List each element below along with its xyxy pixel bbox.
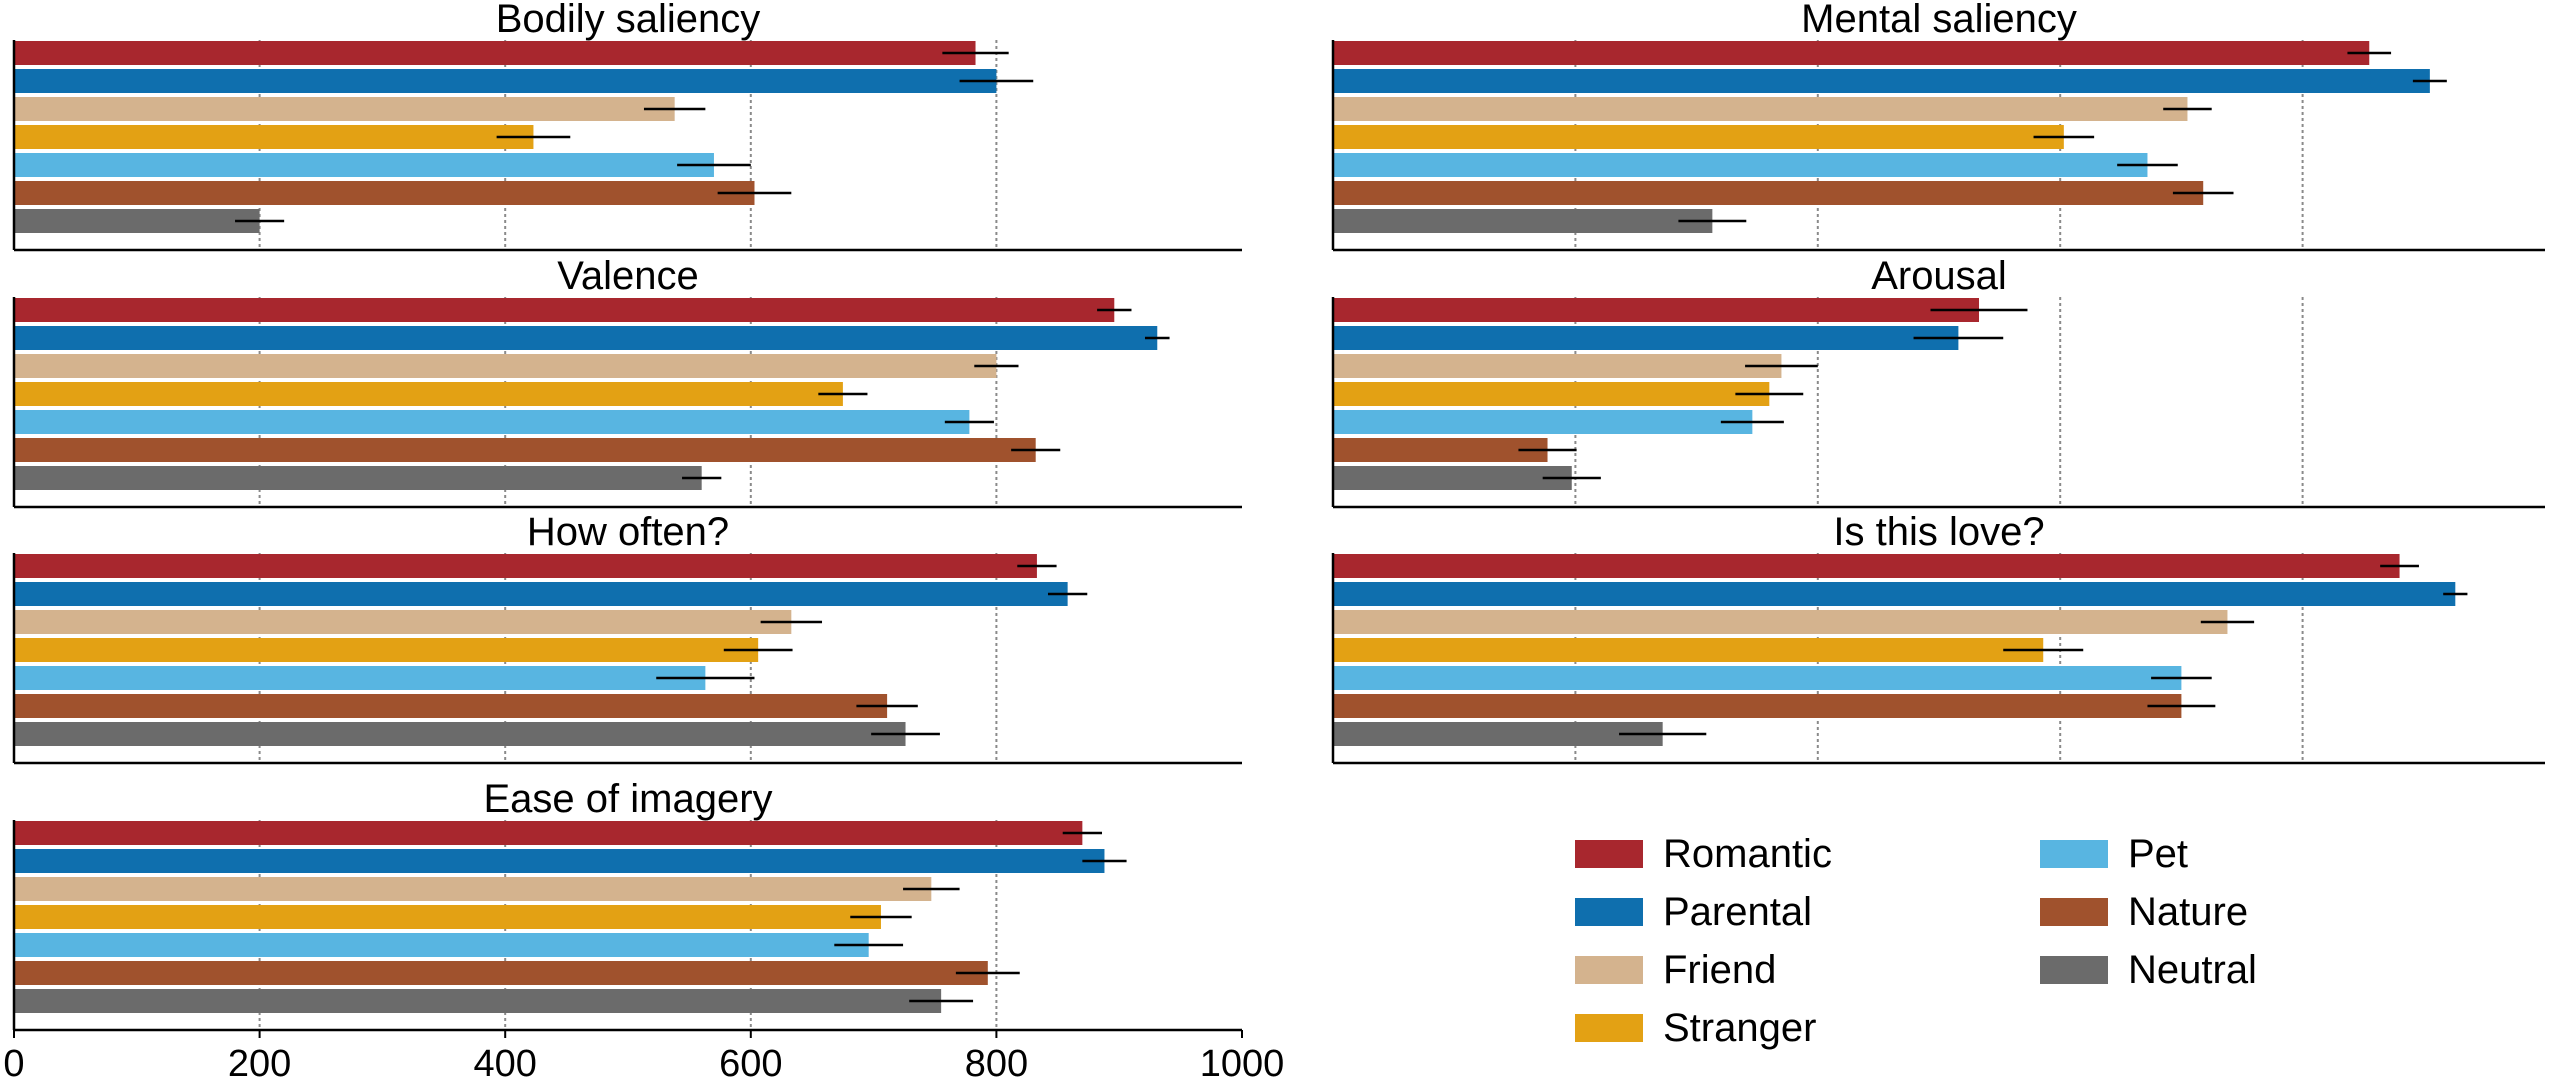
legend: Romantic Parental Friend Stranger Pet Na… (1575, 822, 2375, 1062)
bar-bodily-saliency-neutral (14, 209, 260, 233)
bar-arousal-stranger (1333, 382, 1770, 406)
bar-is-this-love-parental (1333, 582, 2456, 606)
legend-item-friend: Friend (1575, 946, 1776, 994)
legend-swatch-parental (1575, 898, 1643, 926)
panel-title-is-this-love: Is this love? (1833, 510, 2044, 554)
x-tick-label-0: 0 (3, 1043, 24, 1082)
bar-arousal-pet (1333, 410, 1753, 434)
bar-ease-of-imagery-friend (14, 877, 932, 901)
panel-bodily-saliency: Bodily saliency (12, 0, 1242, 252)
bar-ease-of-imagery-parental (14, 849, 1105, 873)
x-tick-label-1000: 1000 (1200, 1043, 1285, 1082)
legend-label-stranger: Stranger (1663, 1005, 1817, 1050)
x-tick-label-800: 800 (965, 1043, 1028, 1082)
panel-mental-saliency: Mental saliency (1331, 0, 2545, 252)
bar-ease-of-imagery-pet (14, 933, 869, 957)
bar-mental-saliency-friend (1333, 97, 2188, 121)
bar-valence-neutral (14, 466, 702, 490)
panel-title-how-often: How often? (527, 510, 729, 554)
bar-mental-saliency-nature (1333, 181, 2204, 205)
legend-item-neutral: Neutral (2040, 946, 2257, 994)
bar-is-this-love-neutral (1333, 722, 1663, 746)
bar-valence-romantic (14, 298, 1115, 322)
bar-how-often-romantic (14, 554, 1037, 578)
bar-arousal-romantic (1333, 298, 1979, 322)
bar-is-this-love-pet (1333, 666, 2182, 690)
x-tick-label-400: 400 (473, 1043, 536, 1082)
legend-item-nature: Nature (2040, 888, 2248, 936)
x-tick-label-600: 600 (719, 1043, 782, 1082)
bar-is-this-love-friend (1333, 610, 2228, 634)
bar-valence-stranger (14, 382, 843, 406)
legend-item-romantic: Romantic (1575, 830, 1832, 878)
bar-mental-saliency-romantic (1333, 41, 2370, 65)
panel-is-this-love: Is this love? (1331, 510, 2545, 765)
bar-how-often-nature (14, 694, 888, 718)
bar-how-often-parental (14, 582, 1068, 606)
bar-mental-saliency-parental (1333, 69, 2430, 93)
bar-ease-of-imagery-nature (14, 961, 988, 985)
panel-ease-of-imagery: Ease of imagery 0 200 400 600 800 1000 (3, 777, 1284, 1082)
legend-label-romantic: Romantic (1663, 831, 1832, 876)
bar-arousal-neutral (1333, 466, 1572, 490)
bar-arousal-parental (1333, 326, 1959, 350)
legend-swatch-pet (2040, 840, 2108, 868)
panel-how-often: How often? (12, 510, 1242, 765)
bar-how-often-stranger (14, 638, 759, 662)
panel-arousal: Arousal (1331, 254, 2545, 509)
legend-swatch-neutral (2040, 956, 2108, 984)
legend-item-parental: Parental (1575, 888, 1812, 936)
legend-swatch-friend (1575, 956, 1643, 984)
bar-is-this-love-stranger (1333, 638, 2044, 662)
bar-mental-saliency-neutral (1333, 209, 1713, 233)
bar-how-often-pet (14, 666, 706, 690)
panel-title-ease-of-imagery: Ease of imagery (483, 777, 772, 821)
panel-title-valence: Valence (557, 254, 699, 298)
legend-label-friend: Friend (1663, 947, 1777, 992)
legend-swatch-stranger (1575, 1014, 1643, 1042)
panel-title-arousal: Arousal (1871, 254, 2007, 298)
panel-valence: Valence (12, 254, 1242, 509)
bar-bodily-saliency-nature (14, 181, 755, 205)
bar-valence-parental (14, 326, 1158, 350)
bar-bodily-saliency-stranger (14, 125, 534, 149)
legend-swatch-romantic (1575, 840, 1643, 868)
bar-how-often-friend (14, 610, 792, 634)
x-tick-label-200: 200 (228, 1043, 291, 1082)
bar-bodily-saliency-parental (14, 69, 997, 93)
bar-bodily-saliency-romantic (14, 41, 976, 65)
bar-mental-saliency-pet (1333, 153, 2148, 177)
bar-how-often-neutral (14, 722, 906, 746)
bar-mental-saliency-stranger (1333, 125, 2064, 149)
bar-bodily-saliency-friend (14, 97, 675, 121)
bar-valence-pet (14, 410, 970, 434)
legend-item-pet: Pet (2040, 830, 2188, 878)
bar-ease-of-imagery-neutral (14, 989, 942, 1013)
legend-item-stranger: Stranger (1575, 1004, 1816, 1052)
legend-swatch-nature (2040, 898, 2108, 926)
panel-title-mental-saliency: Mental saliency (1801, 0, 2077, 41)
bar-arousal-friend (1333, 354, 1782, 378)
bar-valence-nature (14, 438, 1036, 462)
bar-arousal-nature (1333, 438, 1548, 462)
legend-label-nature: Nature (2128, 889, 2249, 934)
bar-is-this-love-romantic (1333, 554, 2400, 578)
bar-valence-friend (14, 354, 997, 378)
panel-title-bodily-saliency: Bodily saliency (496, 0, 761, 41)
legend-label-parental: Parental (1663, 889, 1812, 934)
legend-label-neutral: Neutral (2128, 947, 2257, 992)
bar-is-this-love-nature (1333, 694, 2182, 718)
legend-label-pet: Pet (2128, 831, 2189, 876)
bar-ease-of-imagery-romantic (14, 821, 1083, 845)
bar-ease-of-imagery-stranger (14, 905, 881, 929)
bar-bodily-saliency-pet (14, 153, 714, 177)
